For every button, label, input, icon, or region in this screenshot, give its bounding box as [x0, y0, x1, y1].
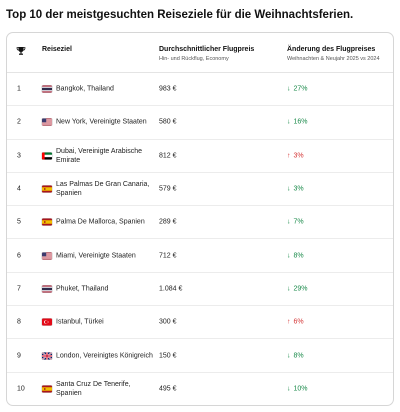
change-cell: ↓ 8%: [287, 351, 304, 360]
header-destination-label: Reiseziel: [42, 46, 72, 53]
change-value: 29%: [293, 285, 308, 293]
arrow-down-icon: ↓: [287, 218, 291, 226]
change-value: 27%: [293, 85, 308, 93]
uk-flag-icon: [42, 352, 52, 360]
destination-cell: Phuket, Thailand: [56, 285, 109, 293]
rank-cell: 9: [17, 352, 21, 360]
uae-flag-icon: [42, 152, 52, 160]
spain-flag-icon: [42, 185, 52, 193]
change-value: 3%: [293, 152, 304, 160]
change-cell: ↓ 3%: [287, 185, 304, 194]
price-cell: 983 €: [159, 85, 177, 93]
change-value: 7%: [293, 218, 304, 226]
price-cell: 150 €: [159, 352, 177, 360]
change-value: 16%: [293, 118, 308, 126]
rank-cell: 8: [17, 318, 21, 326]
destination-cell: Miami, Vereinigte Staaten: [56, 252, 136, 260]
table-row: 5 Palma De Mallorca, Spanien 289 € ↓ 7%: [7, 206, 393, 240]
thailand-flag-icon: [42, 285, 52, 293]
price-cell: 1.084 €: [159, 285, 183, 293]
arrow-down-icon: ↓: [287, 352, 291, 360]
header-price: Durchschnittlicher Flugpreis Hin- und Rü…: [159, 45, 254, 63]
arrow-up-icon: ↑: [287, 318, 291, 326]
rank-cell: 2: [17, 118, 21, 126]
header-change-label: Änderung des Flugpreises: [287, 46, 376, 53]
arrow-down-icon: ↓: [287, 252, 291, 260]
table-row: 3 Dubai, Vereinigte Arabische Emirate 812 …: [7, 140, 393, 173]
change-cell: ↑ 3%: [287, 151, 304, 160]
table-row: 2 New York, Vereinigte Staaten 580 € ↓ 16%: [7, 106, 393, 140]
trophy-icon: [16, 47, 26, 55]
table-header: Reiseziel Durchschnittlicher Flugpreis H…: [7, 33, 393, 73]
header-price-sublabel: Hin- und Rückflug, Economy: [159, 56, 229, 62]
rank-cell: 7: [17, 285, 21, 293]
change-value: 3%: [293, 185, 304, 193]
change-cell: ↓ 27%: [287, 85, 308, 94]
arrow-up-icon: ↑: [287, 152, 291, 160]
arrow-down-icon: ↓: [287, 85, 291, 93]
destination-cell: Santa Cruz De Tenerife, Spanien: [56, 381, 131, 398]
arrow-down-icon: ↓: [287, 185, 291, 193]
change-value: 10%: [293, 385, 308, 393]
rank-cell: 10: [17, 385, 25, 393]
destination-cell: Las Palmas De Gran Canaria, Spanien: [56, 181, 150, 198]
destination-cell: London, Vereinigtes Königreich: [56, 352, 153, 360]
price-cell: 289 €: [159, 218, 177, 226]
change-cell: ↓ 10%: [287, 385, 308, 394]
header-destination: Reiseziel: [42, 45, 72, 54]
change-cell: ↓ 29%: [287, 284, 308, 293]
arrow-down-icon: ↓: [287, 118, 291, 126]
page-title: Top 10 der meistgesuchten Reiseziele für…: [6, 9, 354, 21]
rank-cell: 3: [17, 152, 21, 160]
price-cell: 495 €: [159, 385, 177, 393]
destination-cell: Dubai, Vereinigte Arabische Emirate: [56, 147, 142, 164]
change-value: 8%: [293, 352, 304, 360]
rank-cell: 4: [17, 185, 21, 193]
spain-flag-icon: [42, 218, 52, 226]
table-row: 8 Istanbul, Türkei 300 € ↑ 6%: [7, 306, 393, 340]
table-row: 9 London, Vereinigtes Königreich 150 € ↓ 8%: [7, 339, 393, 373]
rank-cell: 5: [17, 218, 21, 226]
table-row: 6 Miami, Vereinigte Staaten 712 € ↓ 8%: [7, 239, 393, 273]
destination-cell: Palma De Mallorca, Spanien: [56, 218, 145, 226]
price-cell: 712 €: [159, 252, 177, 260]
change-cell: ↓ 8%: [287, 251, 304, 260]
change-value: 8%: [293, 252, 304, 260]
table-row: 10 Santa Cruz De Tenerife, Spanien 495 € ↓ 1…: [7, 373, 393, 405]
price-cell: 300 €: [159, 318, 177, 326]
header-change-sublabel: Weihnachten & Neujahr 2025 vs 2024: [287, 56, 380, 62]
usa-flag-icon: [42, 118, 52, 126]
header-price-label: Durchschnittlicher Flugpreis: [159, 46, 255, 53]
change-cell: ↓ 7%: [287, 218, 304, 227]
price-cell: 579 €: [159, 185, 177, 193]
table-row: 4 Las Palmas De Gran Canaria, Spanien 579 …: [7, 173, 393, 207]
change-value: 6%: [293, 318, 304, 326]
price-cell: 580 €: [159, 118, 177, 126]
rank-cell: 6: [17, 252, 21, 260]
table-row: 7 Phuket, Thailand 1.084 € ↓ 29%: [7, 273, 393, 307]
rank-cell: 1: [17, 85, 21, 93]
table-body: 1 Bangkok, Thailand 983 € ↓ 27% 2 New York, Ve…: [7, 73, 393, 405]
usa-flag-icon: [42, 252, 52, 260]
price-cell: 812 €: [159, 152, 177, 160]
spain-flag-icon: [42, 385, 52, 393]
arrow-down-icon: ↓: [287, 285, 291, 293]
change-cell: ↓ 16%: [287, 118, 308, 127]
turkey-flag-icon: [42, 318, 52, 326]
table-row: 1 Bangkok, Thailand 983 € ↓ 27%: [7, 73, 393, 107]
destination-cell: Bangkok, Thailand: [56, 85, 114, 93]
change-cell: ↑ 6%: [287, 318, 304, 327]
destinations-table: Reiseziel Durchschnittlicher Flugpreis H…: [6, 32, 394, 406]
thailand-flag-icon: [42, 85, 52, 93]
destination-cell: Istanbul, Türkei: [56, 318, 104, 326]
arrow-down-icon: ↓: [287, 385, 291, 393]
header-change: Änderung des Flugpreises Weihnachten & N…: [287, 45, 380, 63]
destination-cell: New York, Vereinigte Staaten: [56, 118, 147, 126]
